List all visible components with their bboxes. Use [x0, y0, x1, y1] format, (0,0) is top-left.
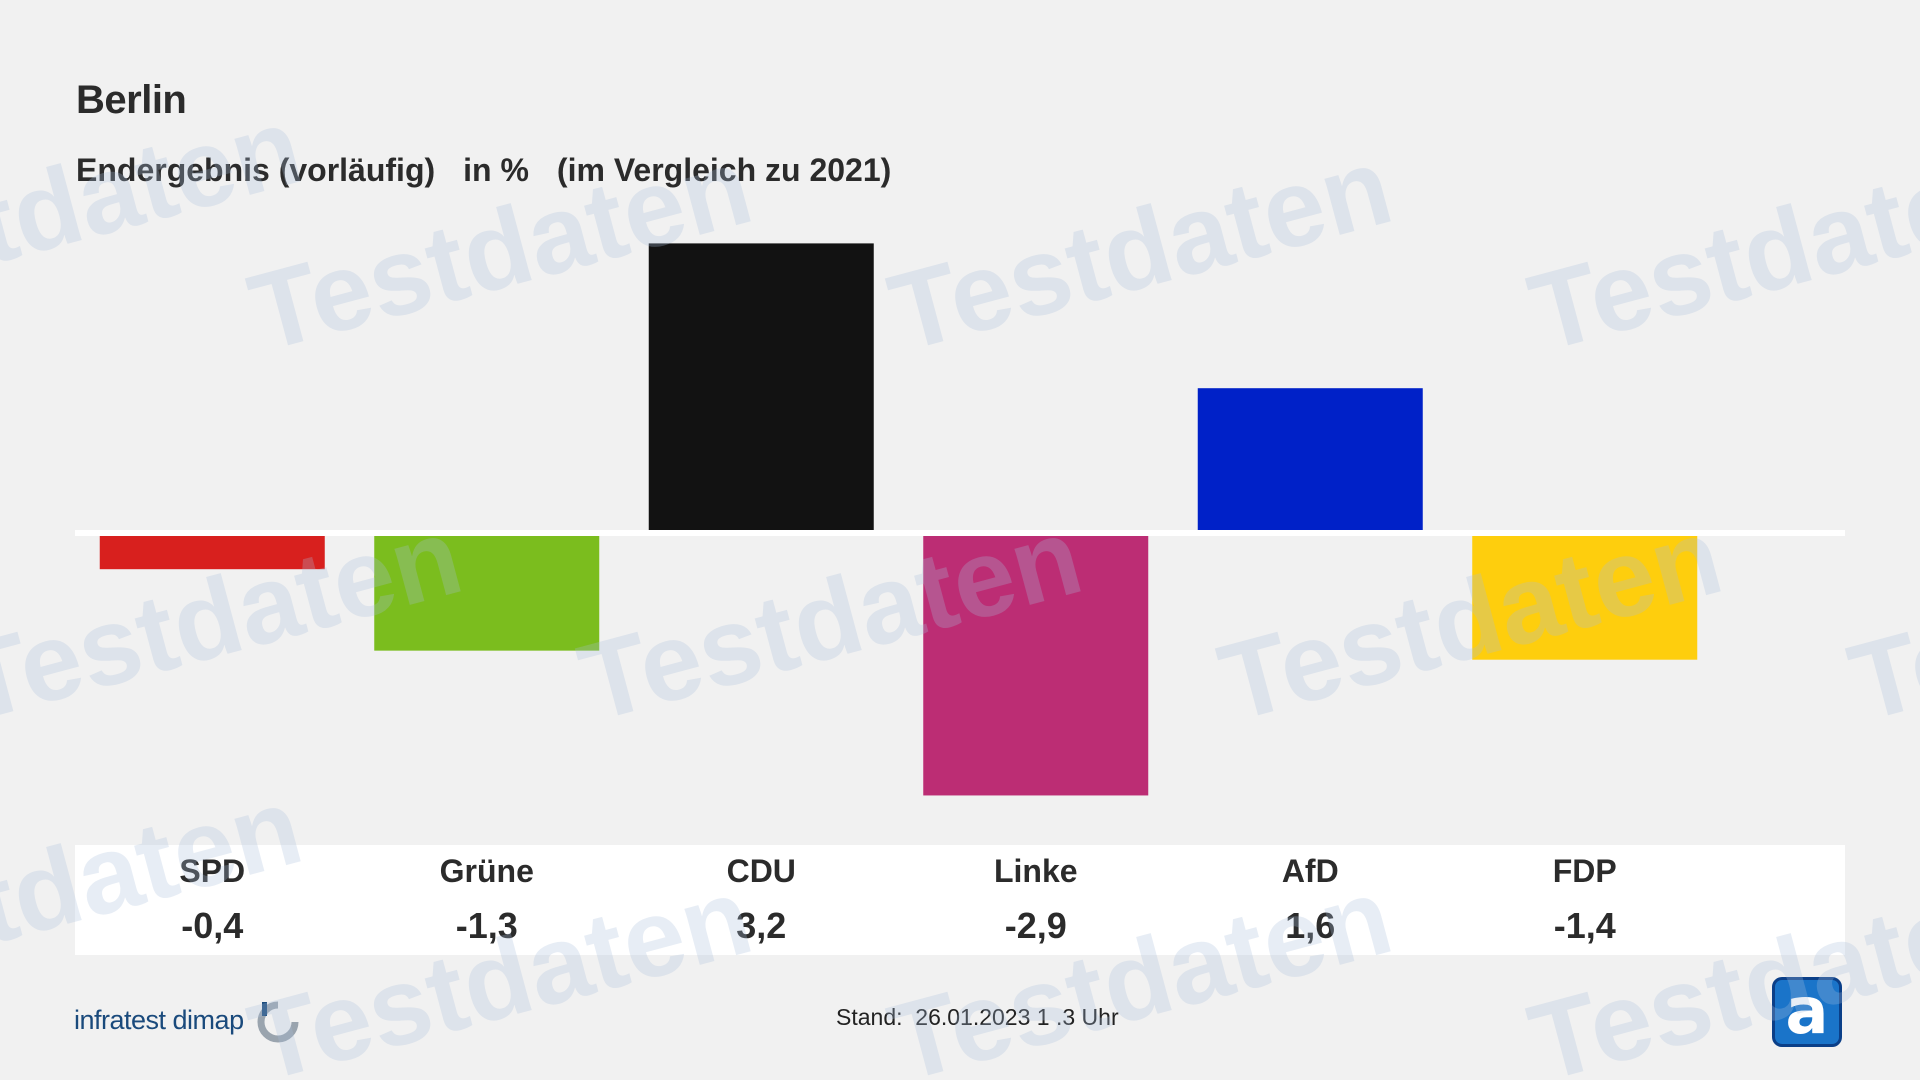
value-label: -1,3 — [456, 905, 518, 946]
category-label: CDU — [727, 853, 796, 889]
bar-cdu — [648, 243, 874, 533]
value-label: 3,2 — [736, 905, 786, 946]
category-label: Grüne — [440, 853, 534, 889]
bar-fdp — [1472, 533, 1698, 660]
category-label: AfD — [1282, 853, 1339, 889]
bar-grüne — [374, 533, 600, 651]
bar-linke — [923, 533, 1149, 796]
category-label: SPD — [179, 853, 245, 889]
chart-subtitle: Endergebnis (vorläufig) in % (im Vergleich… — [76, 152, 919, 189]
infratest-dimap-logo: infratest dimap — [74, 996, 302, 1044]
category-label: Linke — [994, 853, 1078, 889]
stand-value: 26.01.2023 1 .3 Uhr — [915, 1004, 1119, 1030]
value-label: 1,6 — [1285, 905, 1335, 946]
subtitle-result: Endergebnis (vorläufig) — [76, 152, 436, 188]
subtitle-comparison: (im Vergleich zu 2021) — [556, 152, 892, 188]
category-label: FDP — [1553, 853, 1617, 889]
subtitle-unit: in % — [463, 152, 529, 188]
value-label: -0,4 — [181, 905, 243, 946]
source-label: infratest dimap — [74, 1004, 244, 1035]
ard-logo: a — [1772, 975, 1842, 1049]
bar-afd — [1197, 388, 1423, 533]
value-label: -1,4 — [1554, 905, 1616, 946]
value-label: -2,9 — [1005, 905, 1067, 946]
timestamp: Stand: 26.01.2023 1 .3 Uhr — [836, 1004, 1119, 1031]
results-table — [75, 845, 1845, 955]
dimap-icon — [257, 1001, 299, 1043]
chart-title: Berlin — [76, 78, 187, 122]
bar-spd — [99, 533, 325, 570]
stand-label: Stand: — [836, 1004, 903, 1030]
